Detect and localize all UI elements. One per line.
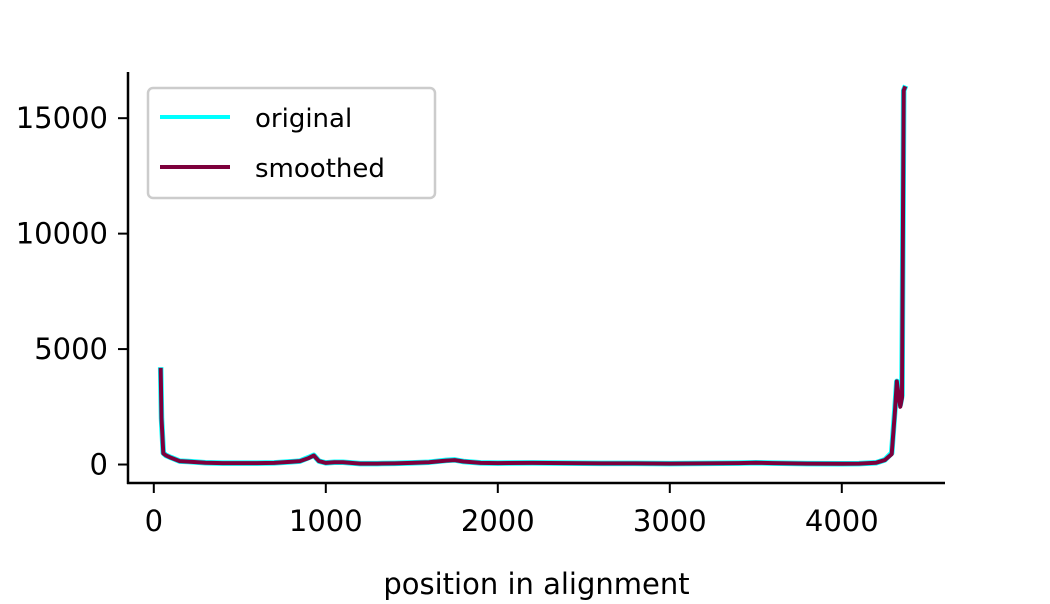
- y-tick-label: 0: [90, 448, 108, 482]
- legend-label-original: original: [255, 104, 352, 134]
- y-tick-label: 15000: [16, 101, 108, 135]
- x-axis-label: position in alignment: [383, 567, 689, 600]
- y-tick-label: 10000: [16, 217, 108, 251]
- legend-label-smoothed: smoothed: [255, 154, 385, 184]
- x-tick-label: 2000: [461, 504, 535, 538]
- ticks-layer: 0 1000 2000 3000 4000 0 5000 10000 15000: [16, 101, 879, 538]
- x-tick-label: 0: [145, 504, 163, 538]
- y-tick-label: 5000: [34, 332, 108, 366]
- series-layer: [157, 84, 909, 467]
- series-line-smoothed: [158, 85, 908, 466]
- legend: original smoothed: [146, 86, 437, 200]
- x-tick-label: 4000: [805, 504, 879, 538]
- axes-layer: [126, 72, 945, 485]
- x-tick-label: 3000: [633, 504, 707, 538]
- legend-items: original smoothed: [160, 104, 385, 184]
- x-tick-label: 1000: [289, 504, 363, 538]
